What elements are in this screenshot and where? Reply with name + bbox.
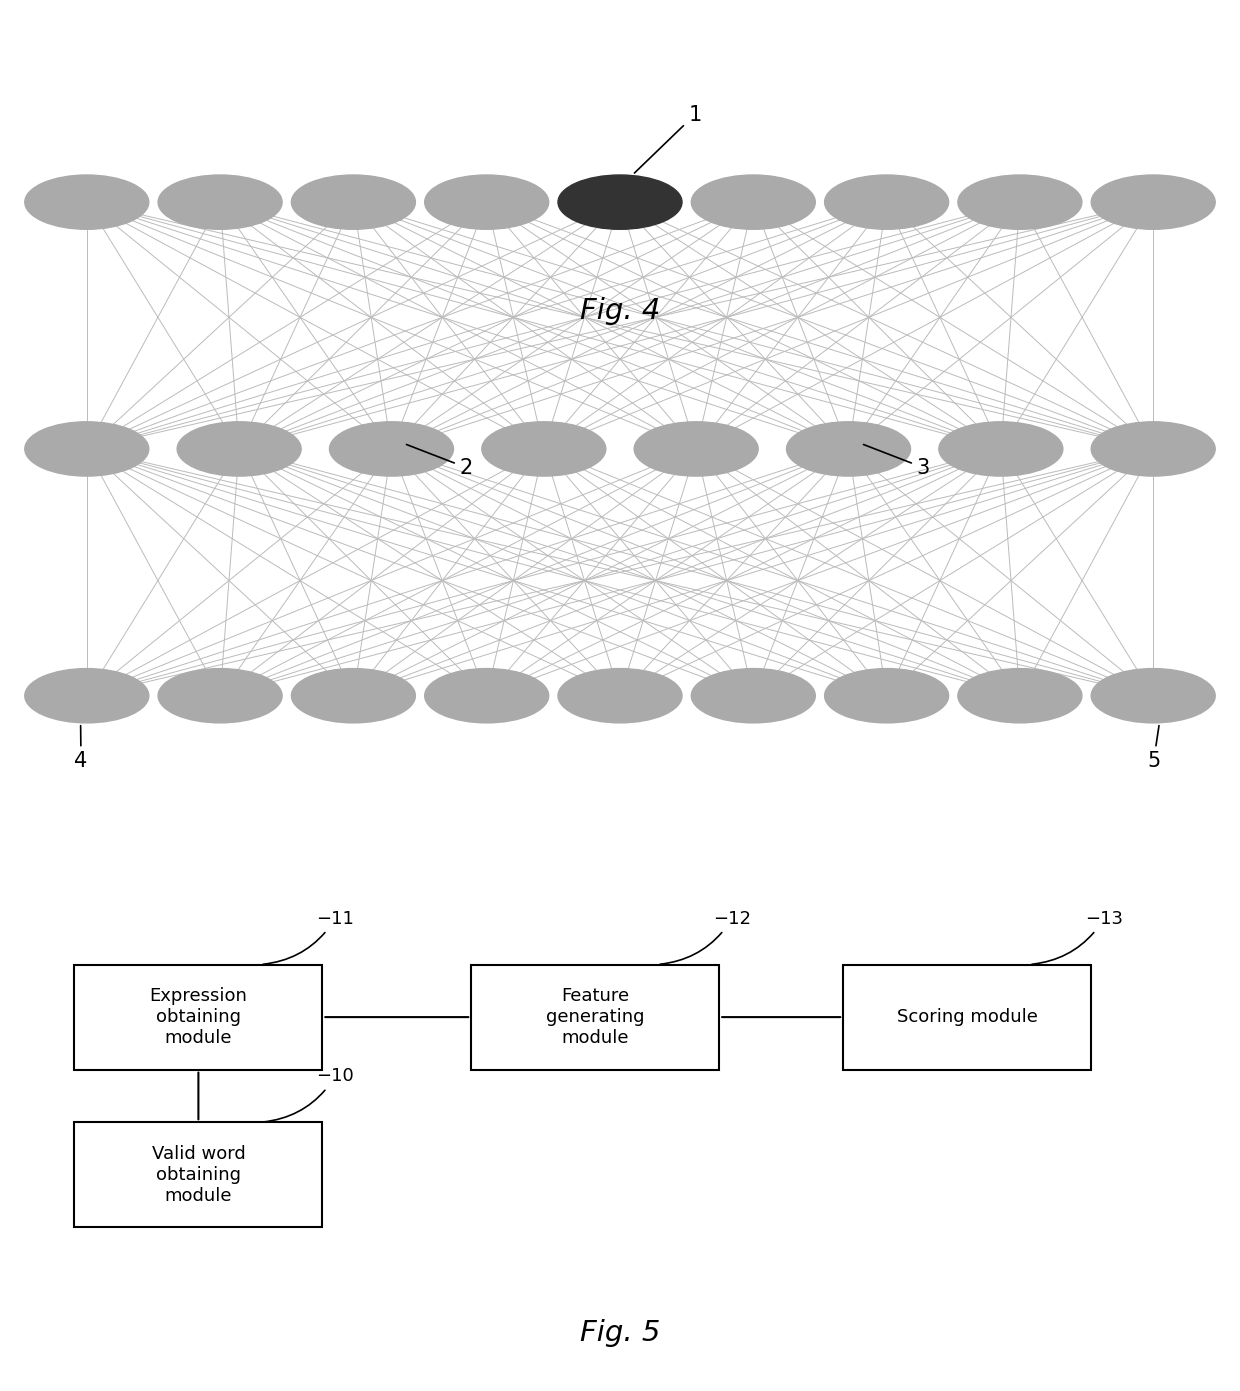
Ellipse shape	[25, 421, 149, 476]
Text: Feature
generating
module: Feature generating module	[546, 988, 645, 1047]
Ellipse shape	[424, 669, 549, 723]
Ellipse shape	[1091, 669, 1215, 723]
Text: −12: −12	[660, 910, 751, 964]
Text: −10: −10	[263, 1067, 353, 1123]
FancyBboxPatch shape	[843, 964, 1091, 1070]
Text: 4: 4	[74, 726, 88, 771]
Ellipse shape	[482, 421, 606, 476]
Text: −13: −13	[1032, 910, 1123, 964]
Ellipse shape	[957, 175, 1081, 230]
Ellipse shape	[25, 669, 149, 723]
Ellipse shape	[939, 421, 1063, 476]
Text: Fig. 5: Fig. 5	[580, 1319, 660, 1346]
Ellipse shape	[558, 175, 682, 230]
Text: −11: −11	[263, 910, 355, 964]
Text: Fig. 4: Fig. 4	[580, 296, 660, 324]
Ellipse shape	[159, 669, 283, 723]
Text: 5: 5	[1147, 726, 1161, 771]
Text: Valid word
obtaining
module: Valid word obtaining module	[151, 1145, 246, 1205]
Ellipse shape	[825, 175, 949, 230]
Text: 1: 1	[635, 104, 702, 172]
Text: Expression
obtaining
module: Expression obtaining module	[150, 988, 247, 1047]
FancyBboxPatch shape	[74, 964, 322, 1070]
Ellipse shape	[1091, 175, 1215, 230]
Ellipse shape	[159, 175, 283, 230]
Text: 2: 2	[407, 445, 472, 477]
Ellipse shape	[634, 421, 758, 476]
Ellipse shape	[25, 175, 149, 230]
Text: Scoring module: Scoring module	[897, 1008, 1038, 1027]
Ellipse shape	[291, 669, 415, 723]
Ellipse shape	[957, 669, 1081, 723]
Text: 3: 3	[863, 445, 930, 477]
Ellipse shape	[692, 669, 816, 723]
Ellipse shape	[1091, 421, 1215, 476]
Ellipse shape	[786, 421, 910, 476]
Ellipse shape	[692, 175, 816, 230]
Ellipse shape	[558, 669, 682, 723]
Ellipse shape	[424, 175, 549, 230]
Ellipse shape	[330, 421, 454, 476]
Ellipse shape	[177, 421, 301, 476]
Ellipse shape	[825, 669, 949, 723]
FancyBboxPatch shape	[74, 1123, 322, 1227]
FancyBboxPatch shape	[471, 964, 719, 1070]
Ellipse shape	[291, 175, 415, 230]
